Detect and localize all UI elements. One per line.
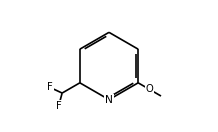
Text: O: O (146, 84, 153, 94)
Text: F: F (56, 101, 62, 111)
Text: F: F (47, 82, 53, 93)
Text: N: N (105, 95, 113, 105)
